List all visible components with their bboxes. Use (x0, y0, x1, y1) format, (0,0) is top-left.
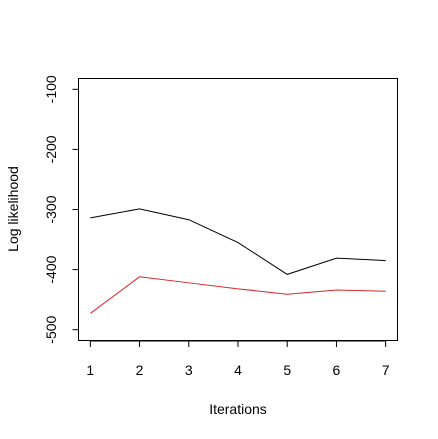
x-tick-label: 5 (283, 362, 291, 378)
x-tick-label: 1 (86, 362, 94, 378)
y-axis: -100 -200 -300 -400 -500 (43, 75, 79, 344)
x-tick-label: 3 (185, 362, 193, 378)
plot-frame (78, 78, 398, 341)
y-tick-label: -300 (43, 195, 59, 223)
y-tick-label: -400 (43, 255, 59, 283)
x-tick-label: 2 (136, 362, 144, 378)
series-layer (90, 208, 386, 314)
series-line-2 (90, 276, 386, 314)
y-tick-label: -100 (43, 75, 59, 103)
x-tick-label: 7 (382, 362, 390, 378)
y-axis-title: Log likelihood (5, 166, 21, 252)
y-tick-label: -200 (43, 135, 59, 163)
series-line-1 (90, 208, 386, 275)
x-axis: 1 2 3 4 5 6 7 (86, 340, 390, 378)
x-tick-label: 4 (234, 362, 242, 378)
x-axis-title: Iterations (209, 401, 267, 417)
y-tick-label: -500 (43, 315, 59, 343)
x-tick-label: 6 (333, 362, 341, 378)
